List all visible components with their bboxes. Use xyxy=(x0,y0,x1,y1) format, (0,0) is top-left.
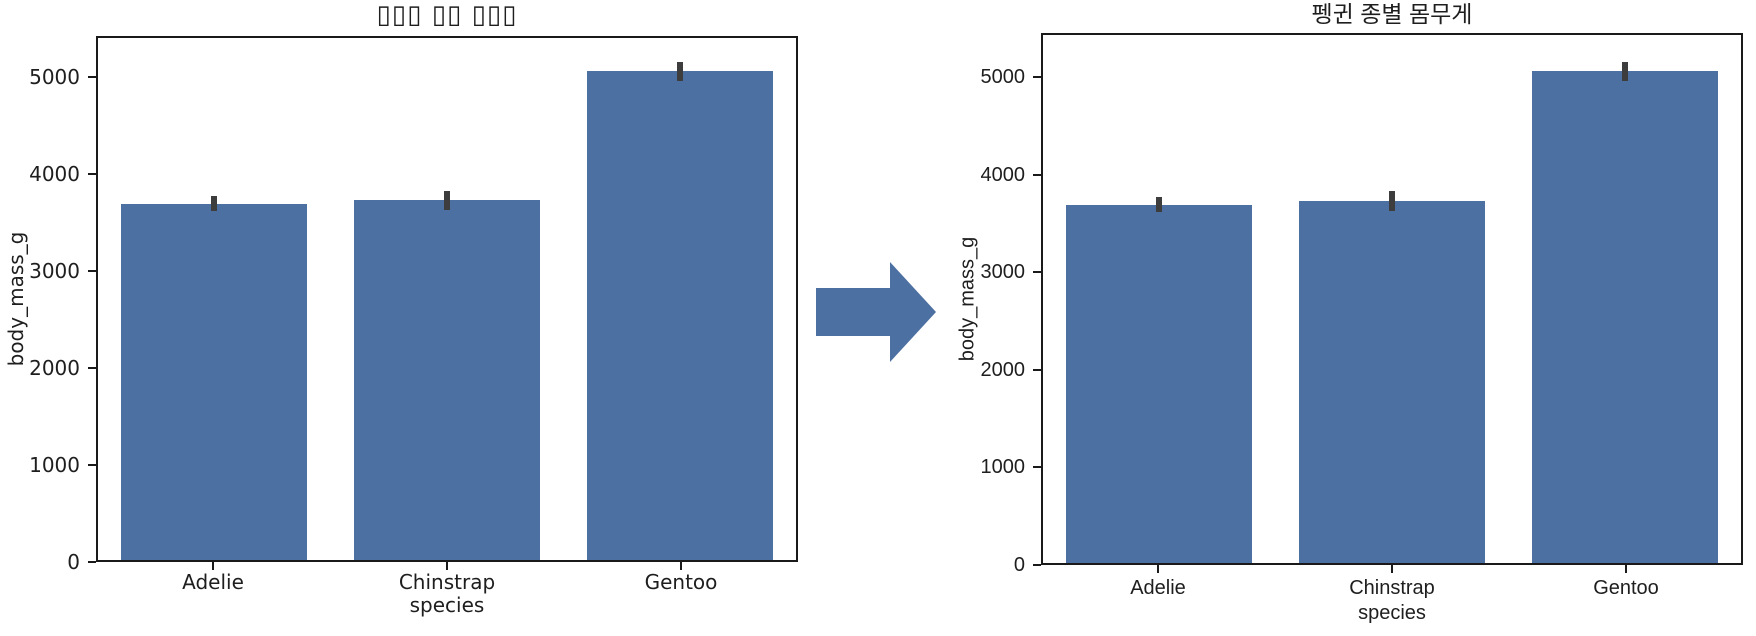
y-tick-label: 1000 xyxy=(980,456,1026,479)
bar-gentoo xyxy=(586,71,773,560)
y-tick-label: 3000 xyxy=(980,261,1026,284)
chart-right-x-axis-label: species xyxy=(1358,602,1426,624)
y-tick-label: 0 xyxy=(67,550,80,574)
y-tick-label: 5000 xyxy=(980,65,1026,88)
chart-left-title: ▯▯▯ ▯▯ ▯▯▯ xyxy=(376,0,518,30)
y-tick-label: 4000 xyxy=(980,163,1026,186)
error-bar-chinstrap xyxy=(1389,191,1395,212)
error-bar-gentoo xyxy=(1621,61,1628,82)
y-tick-mark xyxy=(1033,271,1041,274)
chart-right-x-axis-ticklabels: Adelie Chinstrap Gentoo xyxy=(1041,577,1743,601)
chart-left-y-axis-ticks: 0 1000 2000 3000 4000 5000 xyxy=(0,36,96,572)
y-tick-label: 1000 xyxy=(29,452,80,477)
right-arrow-icon xyxy=(816,262,936,362)
chart-right-plot-area xyxy=(1041,33,1743,565)
y-tick-mark xyxy=(88,463,96,466)
bar-gentoo xyxy=(1531,71,1718,563)
right-arrow-shape xyxy=(816,262,936,362)
y-tick-mark xyxy=(88,269,96,272)
bar-chinstrap xyxy=(353,200,541,560)
y-tick-label: 2000 xyxy=(980,358,1026,381)
bar-adelie xyxy=(121,203,308,560)
y-tick-mark xyxy=(1033,564,1041,566)
x-tick-label-adelie: Adelie xyxy=(182,570,244,594)
y-tick-label: 4000 xyxy=(29,161,80,186)
x-tick-label-gentoo: Gentoo xyxy=(1593,577,1659,599)
chart-right-y-axis-ticks: 0 1000 2000 3000 4000 5000 xyxy=(930,33,1041,575)
chart-right-x-axis-tickmarks xyxy=(1041,565,1743,574)
y-tick-label: 3000 xyxy=(29,258,80,283)
chart-left-x-axis-ticklabels: Adelie Chinstrap Gentoo xyxy=(96,571,798,595)
bar-adelie xyxy=(1066,204,1253,563)
y-tick-mark xyxy=(88,75,96,78)
x-tick-label-chinstrap: Chinstrap xyxy=(398,570,496,594)
error-bar-adelie xyxy=(1156,196,1163,212)
x-tick-label-adelie: Adelie xyxy=(1130,577,1186,599)
x-tick-mark xyxy=(1391,565,1393,573)
chart-left-figure: ▯▯▯ ▯▯ ▯▯▯ body_mass_g 0 1000 2000 3000 4000… xyxy=(0,0,810,636)
y-tick-label: 0 xyxy=(1013,554,1025,576)
x-tick-mark xyxy=(446,562,448,570)
error-bar-chinstrap xyxy=(444,190,450,211)
y-tick-mark xyxy=(1033,368,1041,371)
y-tick-label: 2000 xyxy=(29,355,80,380)
chart-left-plot-area xyxy=(96,36,798,562)
x-tick-mark xyxy=(1157,565,1159,573)
chart-left-x-axis-tickmarks xyxy=(96,562,798,571)
x-tick-mark xyxy=(1625,565,1627,573)
x-tick-mark xyxy=(680,562,682,570)
chart-right-title: 펭귄 종별 몸무게 xyxy=(1311,1,1473,27)
y-tick-mark xyxy=(1033,75,1041,78)
error-bar-adelie xyxy=(211,195,218,211)
bar-chinstrap xyxy=(1298,201,1486,563)
y-tick-mark xyxy=(1033,466,1041,469)
error-bar-gentoo xyxy=(676,61,683,81)
y-tick-mark xyxy=(88,366,96,369)
y-tick-mark xyxy=(88,172,96,175)
y-tick-mark xyxy=(1033,173,1041,176)
chart-left-x-axis-label: species xyxy=(409,593,485,617)
y-tick-mark xyxy=(88,561,96,563)
x-tick-label-gentoo: Gentoo xyxy=(644,570,718,594)
x-tick-mark xyxy=(212,562,214,570)
x-tick-label-chinstrap: Chinstrap xyxy=(1349,577,1435,599)
chart-right-figure: 펭귄 종별 몸무게 body_mass_g 0 1000 2000 3000 4000 5… xyxy=(930,0,1756,636)
y-tick-label: 5000 xyxy=(29,64,80,89)
